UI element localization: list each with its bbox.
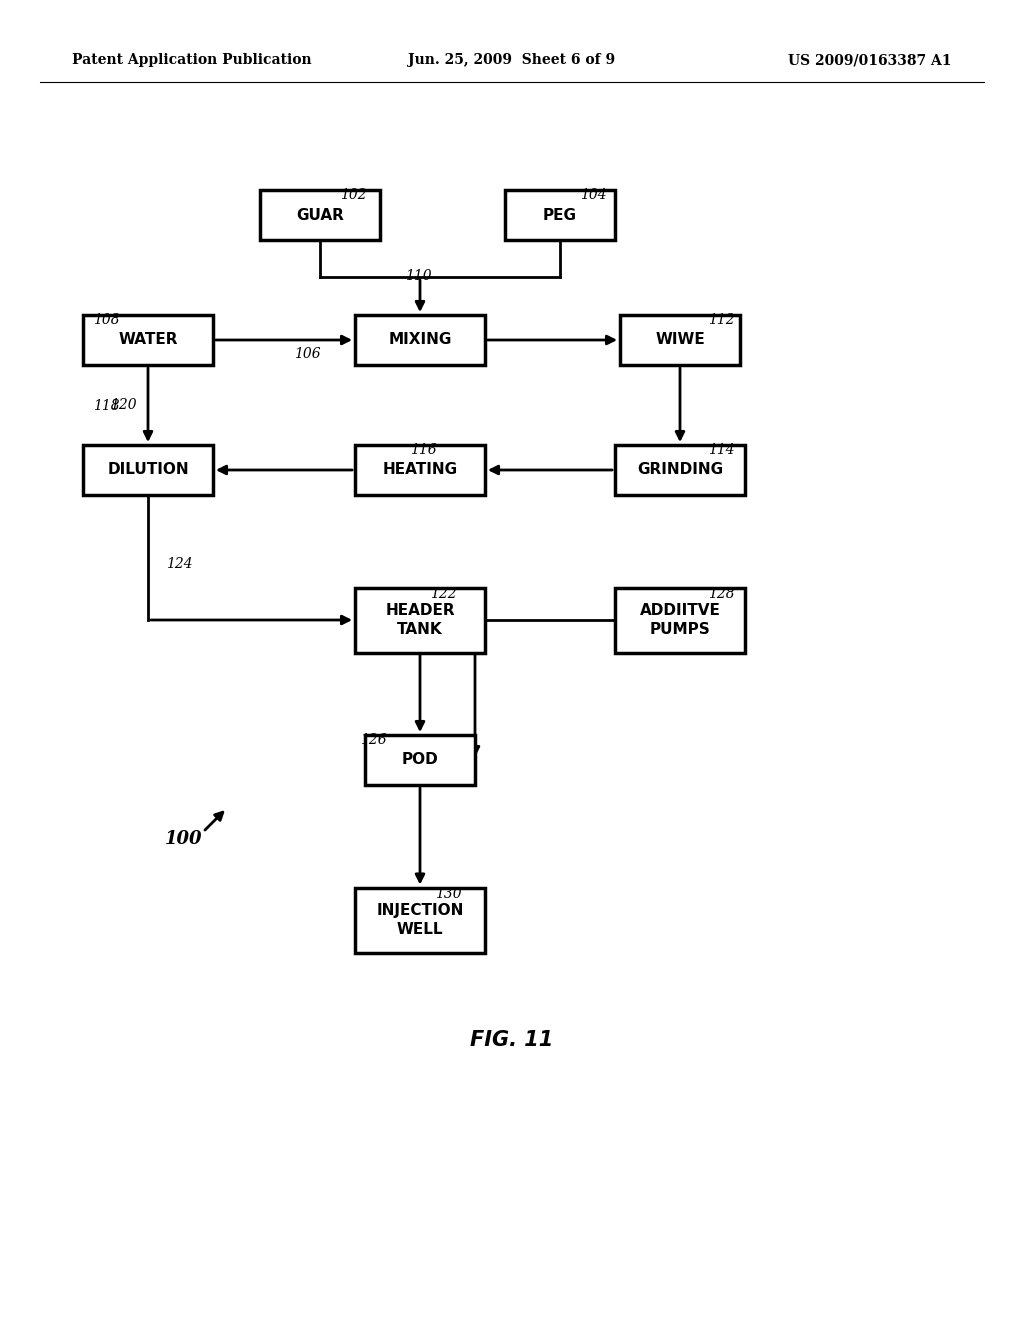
Text: 108: 108 — [93, 313, 120, 327]
Text: 126: 126 — [360, 733, 387, 747]
Text: 130: 130 — [435, 887, 462, 902]
Text: 116: 116 — [410, 444, 436, 457]
Text: 120: 120 — [110, 399, 136, 412]
Text: 114: 114 — [708, 444, 734, 457]
Text: WATER: WATER — [118, 333, 178, 347]
Text: MIXING: MIXING — [388, 333, 452, 347]
Text: DILUTION: DILUTION — [108, 462, 188, 478]
Bar — [615, 587, 745, 652]
Text: Patent Application Publication: Patent Application Publication — [72, 53, 311, 67]
Bar — [355, 315, 485, 366]
Bar — [260, 190, 380, 240]
Bar — [365, 735, 475, 785]
Text: 118: 118 — [93, 399, 120, 413]
Text: 110: 110 — [406, 269, 432, 282]
Text: 104: 104 — [580, 187, 606, 202]
Text: 128: 128 — [708, 587, 734, 602]
Bar — [355, 445, 485, 495]
Bar — [83, 445, 213, 495]
Text: ADDIITVE
PUMPS: ADDIITVE PUMPS — [640, 603, 721, 636]
Text: 122: 122 — [430, 587, 457, 602]
Bar — [355, 587, 485, 652]
Text: 106: 106 — [294, 347, 321, 360]
Bar — [505, 190, 615, 240]
Text: Jun. 25, 2009  Sheet 6 of 9: Jun. 25, 2009 Sheet 6 of 9 — [409, 53, 615, 67]
Text: GUAR: GUAR — [296, 207, 344, 223]
Text: 100: 100 — [165, 830, 203, 847]
Text: FIG. 11: FIG. 11 — [470, 1030, 554, 1049]
Text: HEADER
TANK: HEADER TANK — [385, 603, 455, 636]
Text: 112: 112 — [708, 313, 734, 327]
Text: HEATING: HEATING — [382, 462, 458, 478]
Text: US 2009/0163387 A1: US 2009/0163387 A1 — [788, 53, 952, 67]
Text: 102: 102 — [340, 187, 367, 202]
Text: INJECTION
WELL: INJECTION WELL — [376, 903, 464, 937]
Text: POD: POD — [401, 752, 438, 767]
Text: PEG: PEG — [543, 207, 577, 223]
Bar — [620, 315, 740, 366]
Text: 124: 124 — [166, 557, 193, 570]
Bar — [615, 445, 745, 495]
Text: WIWE: WIWE — [655, 333, 705, 347]
Bar — [83, 315, 213, 366]
Bar — [355, 887, 485, 953]
Text: GRINDING: GRINDING — [637, 462, 723, 478]
